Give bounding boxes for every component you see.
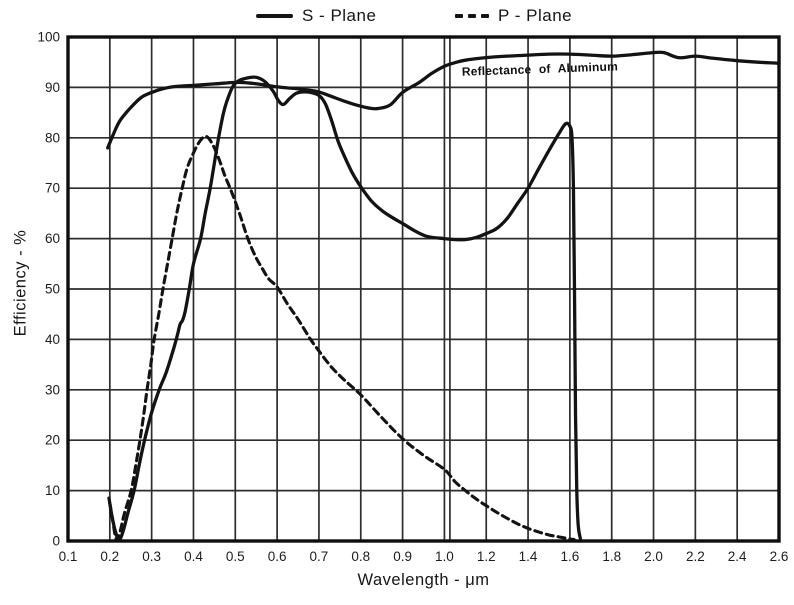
reflectance-annotation: Reflectance of Aluminum [462,59,619,78]
x-tick-label: 1.0 [435,549,454,564]
x-tick-label: 0.7 [310,549,329,564]
y-tick-label: 30 [45,382,60,397]
legend-item-p-plane: P - Plane [455,6,572,26]
y-tick-label: 60 [45,231,60,246]
s-plane-solid-line-swatch [256,14,293,18]
x-tick-label: 0.6 [268,549,287,564]
y-tick-label: 80 [45,130,60,145]
x-tick-label: 0.8 [351,549,370,564]
x-tick-label: 2.4 [728,549,747,564]
x-tick-label: 0.3 [142,549,161,564]
y-tick-label: 70 [45,181,60,196]
y-tick-label: 50 [45,282,60,297]
x-tick-label: 0.9 [393,549,412,564]
y-tick-label: 10 [45,483,60,498]
x-axis-title: Wavelength - μm [357,571,490,589]
y-tick-labels: 0 10 20 30 40 50 60 70 80 90 100 [37,30,60,549]
x-tick-label: 1.8 [602,549,621,564]
y-tick-label: 90 [45,80,60,95]
y-tick-label: 0 [52,534,60,549]
x-tick-label: 2.0 [644,549,663,564]
x-tick-labels: 0.1 0.2 0.3 0.4 0.5 0.6 0.7 0.8 0.9 1.0 1.2 1.4 1.6 1… [59,549,789,564]
x-tick-label: 0.4 [184,549,203,564]
p-plane-dashed-line-swatch [455,14,489,18]
x-tick-label: 0.2 [100,549,119,564]
p-plane-curve [108,134,576,542]
s-plane-curve [107,75,582,542]
y-tick-label: 100 [37,30,60,45]
legend-p-plane-label: P - Plane [498,6,573,25]
legend-s-plane-label: S - Plane [302,6,377,25]
legend-item-s-plane: S - Plane [256,6,376,26]
y-tick-label: 40 [45,332,60,347]
x-tick-label: 2.6 [770,549,789,564]
reflectance-of-aluminum-curve [106,50,781,150]
plot-border [66,35,781,543]
x-tick-label: 2.2 [686,549,705,564]
x-tick-label: 0.5 [226,549,245,564]
x-tick-label: 1.6 [560,549,579,564]
y-tick-label: 20 [45,433,60,448]
x-tick-label: 0.1 [59,549,78,564]
x-tick-label: 1.2 [477,549,496,564]
grid-lines [67,36,780,542]
x-tick-label: 1.4 [519,549,538,564]
